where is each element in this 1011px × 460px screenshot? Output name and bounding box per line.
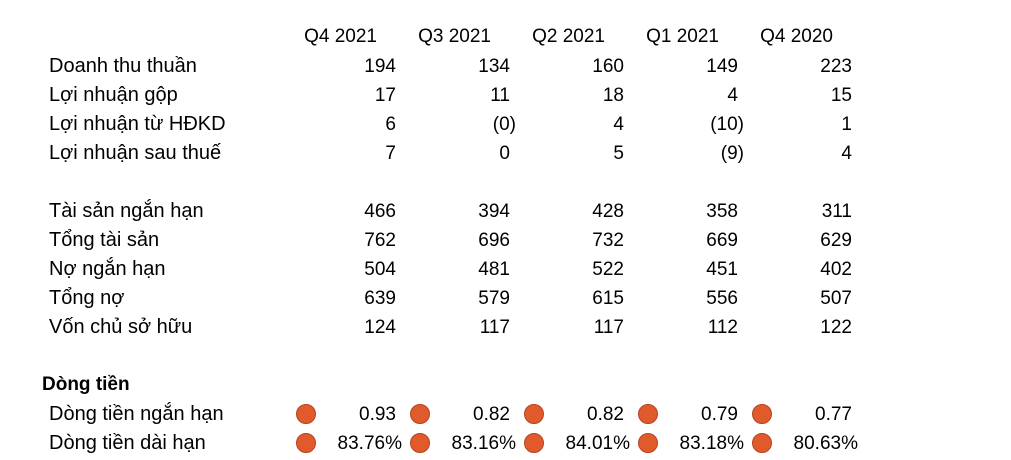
cell-value: 0.77 <box>815 404 852 425</box>
cell-value: 134 <box>478 56 510 77</box>
cell-value: 117 <box>593 317 624 338</box>
cell-value: (9) <box>720 143 744 164</box>
cell-value: 639 <box>364 288 396 309</box>
status-dot-icon <box>410 404 430 424</box>
column-header: Q2 2021 <box>532 26 605 47</box>
cell-value: 556 <box>706 288 738 309</box>
table-row: Tổng tài sản 762 696 732 669 629 <box>0 226 1011 255</box>
status-dot-icon <box>410 433 430 453</box>
cell-value: 4 <box>613 114 624 135</box>
table-row: Dòng tiền ngắn hạn 0.93 0.82 0.82 0.79 0… <box>0 400 1011 429</box>
status-dot-icon <box>296 433 316 453</box>
status-dot-icon <box>524 433 544 453</box>
column-header: Q4 2021 <box>304 26 377 47</box>
cell-value: 6 <box>385 114 396 135</box>
cell-value: 0.82 <box>473 404 510 425</box>
cell-value: 732 <box>592 230 624 251</box>
cell-value: 696 <box>478 230 510 251</box>
cell-value: 83.16% <box>451 433 516 454</box>
cell-value: 504 <box>364 259 396 280</box>
cell-value: 394 <box>478 201 510 222</box>
row-label: Tổng nợ <box>49 287 125 309</box>
cell-value: 112 <box>707 317 738 338</box>
column-header: Q4 2020 <box>760 26 833 47</box>
cell-value: 507 <box>820 288 852 309</box>
table-row: Vốn chủ sở hữu 124 117 117 112 122 <box>0 313 1011 342</box>
cell-value: 762 <box>364 230 396 251</box>
column-header: Q1 2021 <box>646 26 719 47</box>
cell-value: 669 <box>706 230 738 251</box>
cell-value: 18 <box>602 85 624 106</box>
table-row: Lợi nhuận sau thuế 7 0 5 (9) 4 <box>0 139 1011 168</box>
cell-value: 83.18% <box>679 433 744 454</box>
cell-value: 358 <box>706 201 738 222</box>
status-dot-icon <box>296 404 316 424</box>
row-label: Doanh thu thuần <box>49 55 197 77</box>
column-header: Q3 2021 <box>418 26 491 47</box>
row-label: Nợ ngắn hạn <box>49 258 166 280</box>
row-label: Tổng tài sản <box>49 229 160 251</box>
table-row: Lợi nhuận từ HĐKD 6 (0) 4 (10) 1 <box>0 110 1011 139</box>
cell-value: (0) <box>492 114 516 135</box>
table-row: Tài sản ngắn hạn 466 394 428 358 311 <box>0 197 1011 226</box>
cell-value: 149 <box>706 56 738 77</box>
cell-value: 15 <box>830 85 852 106</box>
cell-value: 17 <box>374 85 396 106</box>
status-dot-icon <box>638 404 658 424</box>
cell-value: 160 <box>592 56 624 77</box>
row-label: Dòng tiền dài hạn <box>49 432 206 454</box>
cell-value: 0.79 <box>701 404 738 425</box>
cell-value: 1 <box>841 114 852 135</box>
cell-value: 522 <box>592 259 624 280</box>
cell-value: 194 <box>364 56 396 77</box>
cell-value: 466 <box>364 201 396 222</box>
cell-value: 451 <box>706 259 738 280</box>
cell-value: 4 <box>841 143 852 164</box>
table-row: Nợ ngắn hạn 504 481 522 451 402 <box>0 255 1011 284</box>
status-dot-icon <box>752 433 772 453</box>
cell-value: 402 <box>820 259 852 280</box>
table-row: Doanh thu thuần 194 134 160 149 223 <box>0 52 1011 81</box>
cell-value: 117 <box>479 317 510 338</box>
status-dot-icon <box>524 404 544 424</box>
row-label: Tài sản ngắn hạn <box>49 200 204 222</box>
status-dot-icon <box>752 404 772 424</box>
cell-value: 122 <box>820 317 852 338</box>
cell-value: 615 <box>592 288 624 309</box>
row-label: Vốn chủ sở hữu <box>49 316 193 338</box>
cell-value: 428 <box>592 201 624 222</box>
cell-value: 4 <box>727 85 738 106</box>
cell-value: 223 <box>820 56 852 77</box>
cell-value: 579 <box>478 288 510 309</box>
section-title-cashflow: Dòng tiền <box>42 374 130 395</box>
cell-value: 83.76% <box>337 433 402 454</box>
status-dot-icon <box>638 433 658 453</box>
cell-value: 84.01% <box>565 433 630 454</box>
table-row: Tổng nợ 639 579 615 556 507 <box>0 284 1011 313</box>
cell-value: 481 <box>478 259 510 280</box>
cell-value: (10) <box>710 114 744 135</box>
cell-value: 311 <box>821 201 852 222</box>
table-row: Lợi nhuận gộp 17 11 18 4 15 <box>0 81 1011 110</box>
cell-value: 0.82 <box>587 404 624 425</box>
row-label: Lợi nhuận từ HĐKD <box>49 113 226 135</box>
cell-value: 7 <box>385 143 396 164</box>
cell-value: 629 <box>820 230 852 251</box>
cell-value: 0.93 <box>359 404 396 425</box>
cell-value: 80.63% <box>793 433 858 454</box>
cell-value: 5 <box>613 143 624 164</box>
row-label: Lợi nhuận gộp <box>49 84 178 106</box>
row-label: Dòng tiền ngắn hạn <box>49 403 224 425</box>
row-label: Lợi nhuận sau thuế <box>49 142 222 164</box>
cell-value: 0 <box>499 143 510 164</box>
cell-value: 124 <box>364 317 396 338</box>
table-row: Dòng tiền dài hạn 83.76% 83.16% 84.01% 8… <box>0 429 1011 458</box>
cell-value: 11 <box>490 85 510 106</box>
